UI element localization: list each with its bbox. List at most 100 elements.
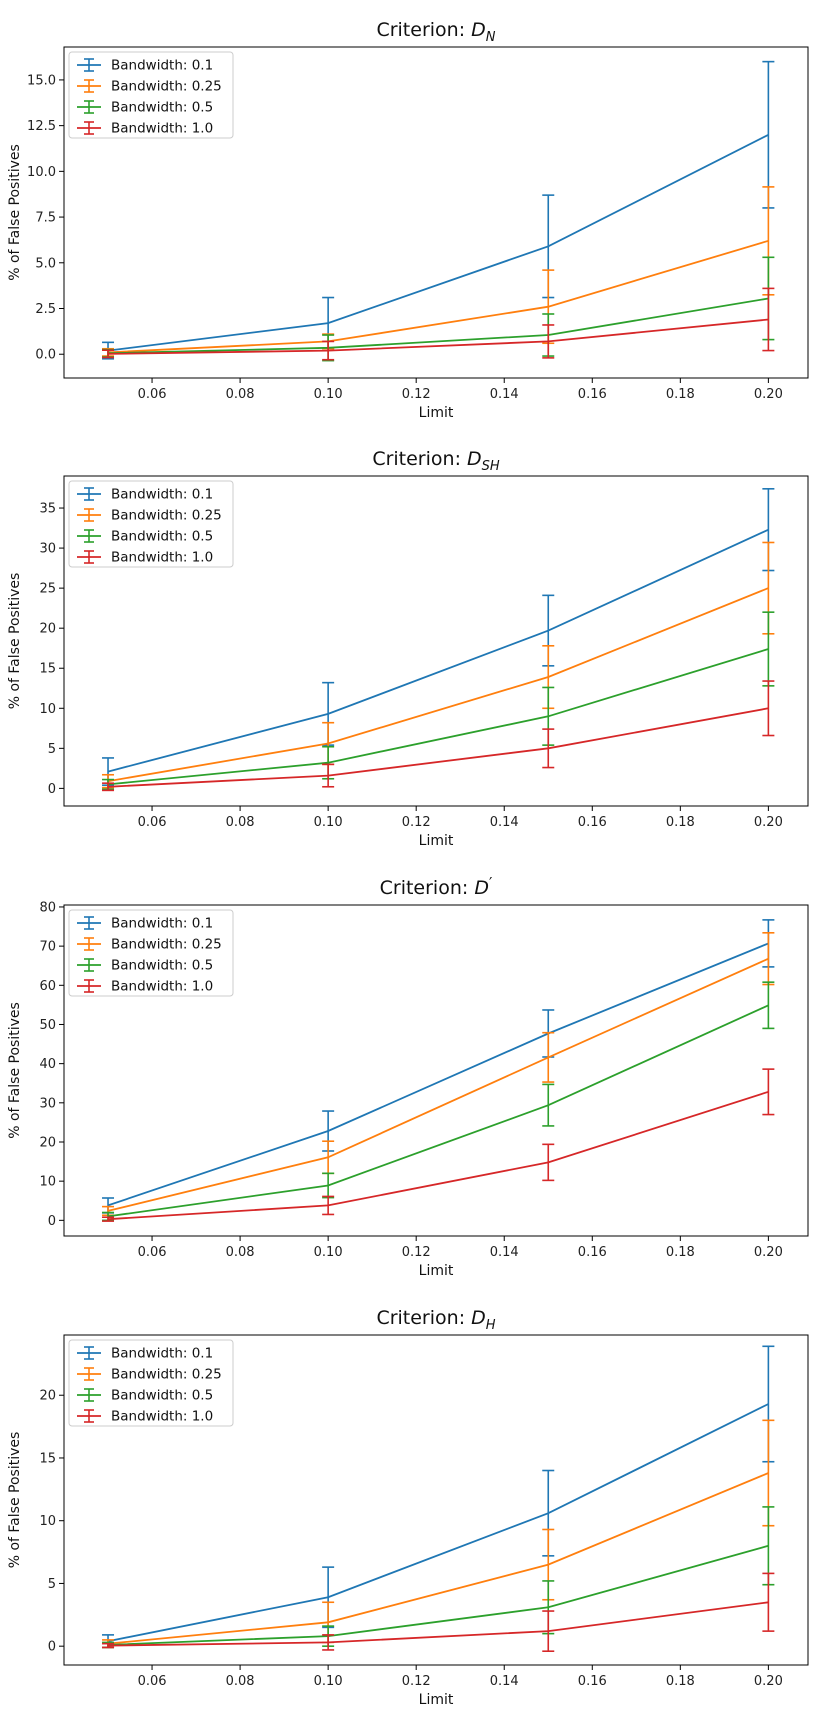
- legend-item: Bandwidth: 0.1: [77, 487, 213, 503]
- legend-label: Bandwidth: 0.5: [111, 529, 213, 545]
- y-tick-label: 2.5: [35, 302, 56, 317]
- x-tick-label: 0.14: [490, 1245, 519, 1260]
- y-tick-label: 15: [39, 1451, 56, 1466]
- y-tick-label: 5.0: [35, 256, 56, 271]
- y-tick-label: 10: [39, 1514, 56, 1529]
- y-tick-label: 10: [39, 702, 56, 717]
- series-line: [107, 297, 769, 355]
- legend-item: Bandwidth: 0.25: [77, 508, 222, 524]
- legend-label: Bandwidth: 1.0: [111, 121, 213, 137]
- series-line: [107, 707, 769, 788]
- y-axis-label: % of False Positives: [7, 1002, 23, 1139]
- legend-label: Bandwidth: 0.25: [111, 937, 222, 953]
- chart-title: Criterion: DH: [376, 1307, 495, 1333]
- legend: Bandwidth: 0.1 Bandwidth: 0.25 Bandwidth: …: [68, 1339, 234, 1427]
- error-bar: [762, 287, 775, 352]
- series-4: [102, 680, 775, 792]
- legend-label: Bandwidth: 0.25: [111, 508, 222, 524]
- error-bar: [542, 324, 555, 359]
- x-tick-label: 0.16: [578, 1245, 607, 1260]
- error-bar: [102, 1642, 115, 1649]
- y-axis-label: % of False Positives: [7, 573, 23, 710]
- error-bar: [322, 1634, 335, 1651]
- error-bar: [322, 763, 335, 788]
- legend-item: Bandwidth: 0.25: [77, 79, 222, 95]
- y-tick-label: 80: [39, 900, 56, 915]
- y-tick-label: 0.0: [35, 348, 56, 363]
- x-tick-label: 0.06: [138, 1674, 167, 1689]
- series-line: [107, 942, 769, 1207]
- series-line: [107, 133, 769, 352]
- legend-item: Bandwidth: 0.25: [77, 937, 222, 953]
- error-bar: [762, 1572, 775, 1632]
- y-tick-label: 20: [39, 1389, 56, 1404]
- chart-title: Criterion: DN: [376, 19, 495, 45]
- error-bar: [762, 932, 775, 986]
- title-symbol: D: [471, 1307, 486, 1329]
- title-prefix: Criterion:: [376, 1307, 471, 1329]
- y-tick-label: 0: [48, 1214, 56, 1229]
- x-tick-label: 0.08: [226, 387, 255, 402]
- y-tick-label: 15: [39, 662, 56, 677]
- x-axis-label: Limit: [419, 405, 454, 421]
- y-tick-label: 0: [48, 782, 56, 797]
- legend-item: Bandwidth: 0.1: [77, 1346, 213, 1362]
- x-tick-label: 0.16: [578, 387, 607, 402]
- error-bar: [762, 981, 775, 1030]
- series-line: [107, 318, 769, 355]
- title-prefix: Criterion:: [380, 877, 475, 899]
- legend-label: Bandwidth: 0.5: [111, 958, 213, 974]
- legend-label: Bandwidth: 0.1: [111, 1346, 213, 1362]
- x-tick-label: 0.12: [402, 1245, 431, 1260]
- x-tick-label: 0.06: [138, 387, 167, 402]
- x-tick-label: 0.12: [402, 1674, 431, 1689]
- y-tick-label: 5: [48, 1577, 56, 1592]
- legend-item: Bandwidth: 0.5: [77, 529, 213, 545]
- series-line: [107, 1601, 769, 1647]
- y-tick-label: 7.5: [35, 211, 56, 226]
- legend-item: Bandwidth: 0.1: [77, 58, 213, 74]
- legend-item: Bandwidth: 0.5: [77, 100, 213, 116]
- x-tick-label: 0.18: [666, 815, 695, 830]
- series-line: [107, 239, 769, 354]
- error-bar: [542, 1610, 555, 1652]
- x-axis-label: Limit: [419, 1263, 454, 1279]
- title-prefix: Criterion:: [376, 19, 471, 41]
- x-tick-label: 0.06: [138, 1245, 167, 1260]
- title-subscript: H: [486, 1318, 496, 1333]
- series-4: [102, 1068, 775, 1222]
- x-tick-label: 0.16: [578, 1674, 607, 1689]
- x-tick-label: 0.06: [138, 815, 167, 830]
- series-1: [102, 488, 775, 786]
- legend-item: Bandwidth: 1.0: [77, 1409, 213, 1425]
- error-bar: [762, 680, 775, 737]
- x-axis-label: Limit: [419, 1692, 454, 1708]
- error-bar: [102, 782, 115, 792]
- error-bar: [762, 60, 775, 209]
- axes-frame: [63, 904, 809, 1237]
- error-bar: [322, 1195, 335, 1216]
- legend-item: Bandwidth: 0.25: [77, 1367, 222, 1383]
- series-line: [107, 1472, 769, 1645]
- legend-label: Bandwidth: 0.5: [111, 100, 213, 116]
- y-tick-label: 15.0: [27, 73, 56, 88]
- x-tick-label: 0.10: [314, 1674, 343, 1689]
- x-tick-label: 0.16: [578, 815, 607, 830]
- legend-label: Bandwidth: 0.5: [111, 1388, 213, 1404]
- series-line: [107, 587, 769, 783]
- chart-title: Criterion: DSH: [372, 448, 500, 474]
- y-tick-label: 12.5: [27, 119, 56, 134]
- series-4: [102, 287, 775, 361]
- legend-item: Bandwidth: 1.0: [77, 550, 213, 566]
- legend-box: [68, 480, 234, 568]
- legend-item: Bandwidth: 1.0: [77, 979, 213, 995]
- error-bar: [542, 1083, 555, 1127]
- chart-panel-2: Criterion: DSH 0.06 0.08 0.10 0.12 0.14 0.16 0.…: [7, 448, 809, 849]
- title-subscript: N: [486, 30, 496, 45]
- y-tick-label: 5: [48, 742, 56, 757]
- error-bar: [542, 728, 555, 769]
- legend-label: Bandwidth: 0.25: [111, 79, 222, 95]
- x-tick-label: 0.18: [666, 1674, 695, 1689]
- legend-box: [68, 909, 234, 997]
